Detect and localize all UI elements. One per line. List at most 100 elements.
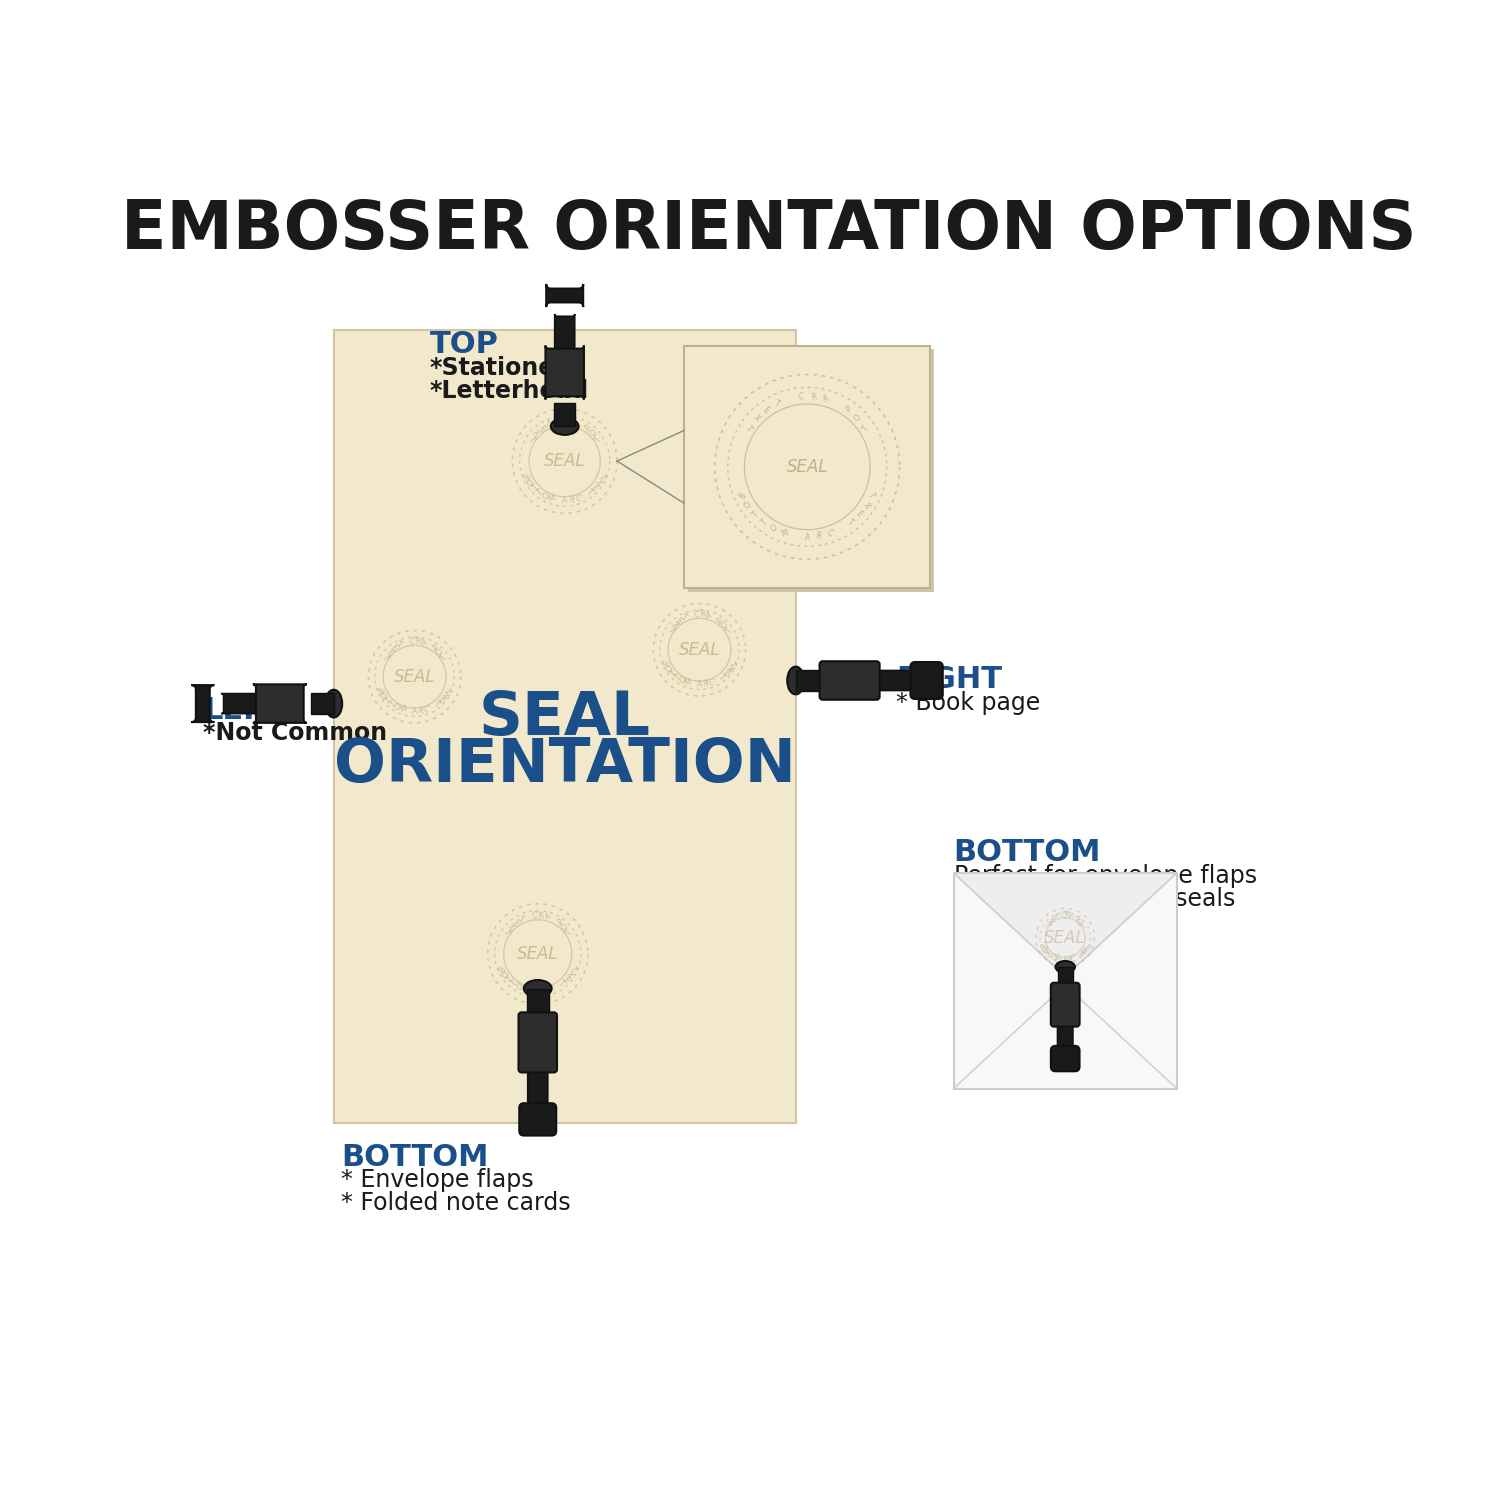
Text: T: T	[556, 980, 566, 988]
Text: C: C	[546, 984, 554, 994]
Text: X: X	[669, 621, 680, 630]
Text: T: T	[543, 420, 552, 430]
Text: E: E	[390, 644, 399, 654]
Text: M: M	[548, 494, 556, 504]
Bar	[1058, 968, 1072, 982]
Text: T: T	[1078, 921, 1089, 930]
Text: P: P	[430, 644, 439, 654]
Text: R: R	[417, 706, 423, 716]
FancyBboxPatch shape	[555, 314, 574, 384]
FancyBboxPatch shape	[819, 662, 879, 699]
Text: O: O	[1076, 916, 1086, 927]
Text: O: O	[542, 490, 550, 501]
Text: C: C	[827, 528, 834, 538]
Text: M: M	[399, 705, 408, 716]
Text: O: O	[1050, 952, 1059, 963]
Text: EMBOSSER ORIENTATION OPTIONS: EMBOSSER ORIENTATION OPTIONS	[122, 196, 1416, 262]
Text: T: T	[384, 696, 393, 705]
Bar	[526, 988, 549, 1011]
Text: O: O	[514, 982, 525, 993]
FancyBboxPatch shape	[254, 684, 306, 723]
Text: O: O	[853, 413, 864, 423]
Text: E: E	[590, 483, 598, 494]
Text: C: C	[1060, 910, 1066, 921]
Text: BOTTOM: BOTTOM	[954, 839, 1101, 867]
Text: X: X	[506, 922, 516, 933]
Text: E: E	[1047, 915, 1056, 924]
Text: T: T	[394, 640, 404, 650]
Text: T: T	[501, 928, 512, 938]
Text: B: B	[738, 490, 748, 500]
FancyBboxPatch shape	[519, 1102, 556, 1136]
Text: X: X	[438, 692, 448, 700]
Text: * Book page: * Book page	[896, 690, 1040, 714]
Text: X: X	[531, 429, 542, 438]
Text: O: O	[588, 429, 598, 439]
Text: O: O	[380, 692, 390, 700]
Text: O: O	[742, 501, 754, 510]
Text: * Envelope flaps: * Envelope flaps	[342, 1168, 534, 1192]
Bar	[554, 404, 576, 426]
Text: E: E	[1077, 948, 1086, 957]
Text: M: M	[684, 678, 693, 688]
FancyBboxPatch shape	[528, 1029, 548, 1102]
Text: P: P	[584, 424, 592, 433]
FancyBboxPatch shape	[222, 693, 291, 714]
Text: B: B	[524, 472, 534, 482]
Bar	[333, 330, 795, 1124]
Text: T: T	[867, 492, 876, 500]
Text: A: A	[420, 638, 428, 648]
Text: A: A	[1062, 956, 1068, 964]
Text: O: O	[560, 922, 570, 933]
Text: O: O	[501, 970, 512, 980]
Text: SEAL: SEAL	[393, 668, 435, 686]
Text: T: T	[772, 399, 780, 408]
Text: R: R	[1065, 954, 1072, 964]
Text: C: C	[573, 494, 582, 504]
Text: E: E	[720, 669, 730, 678]
FancyBboxPatch shape	[910, 662, 944, 699]
Text: T: T	[596, 472, 606, 482]
Text: T: T	[752, 510, 760, 519]
Text: T: T	[744, 424, 753, 432]
Text: T: T	[664, 626, 675, 634]
Text: T: T	[432, 699, 441, 709]
Text: X: X	[752, 414, 762, 423]
Ellipse shape	[524, 980, 552, 998]
Text: R: R	[414, 638, 422, 646]
Text: T: T	[759, 518, 770, 528]
Text: T: T	[846, 518, 855, 528]
Text: E: E	[853, 510, 864, 519]
Text: T: T	[567, 966, 578, 974]
FancyBboxPatch shape	[546, 284, 584, 308]
Text: T: T	[680, 614, 688, 622]
Text: A: A	[536, 987, 540, 996]
Text: T: T	[564, 928, 574, 938]
Text: P: P	[1074, 915, 1083, 924]
Text: C: C	[408, 638, 414, 646]
Text: * Folded note cards: * Folded note cards	[342, 1191, 572, 1215]
Text: SEAL: SEAL	[1044, 928, 1086, 946]
Text: or bottom of page seals: or bottom of page seals	[954, 886, 1234, 910]
Text: LEFT: LEFT	[202, 696, 285, 724]
FancyBboxPatch shape	[1058, 994, 1072, 1048]
Bar	[688, 350, 934, 592]
Text: T: T	[669, 669, 678, 678]
Text: T: T	[585, 488, 594, 498]
Text: SEAL: SEAL	[544, 452, 585, 470]
Text: E: E	[512, 918, 520, 928]
Text: A: A	[562, 496, 567, 506]
Text: T: T	[380, 652, 390, 662]
Text: M: M	[1053, 954, 1062, 964]
Text: O: O	[1041, 945, 1052, 956]
Text: BOTTOM: BOTTOM	[342, 1143, 489, 1172]
Text: T: T	[1052, 912, 1059, 922]
Text: C: C	[531, 910, 537, 921]
Text: X: X	[1078, 945, 1089, 954]
Text: RIGHT: RIGHT	[896, 664, 1002, 694]
Text: *Stationery: *Stationery	[430, 356, 582, 380]
Text: M: M	[520, 984, 530, 994]
Text: SEAL: SEAL	[478, 690, 651, 748]
Text: C: C	[798, 392, 804, 402]
Text: X: X	[861, 501, 871, 510]
